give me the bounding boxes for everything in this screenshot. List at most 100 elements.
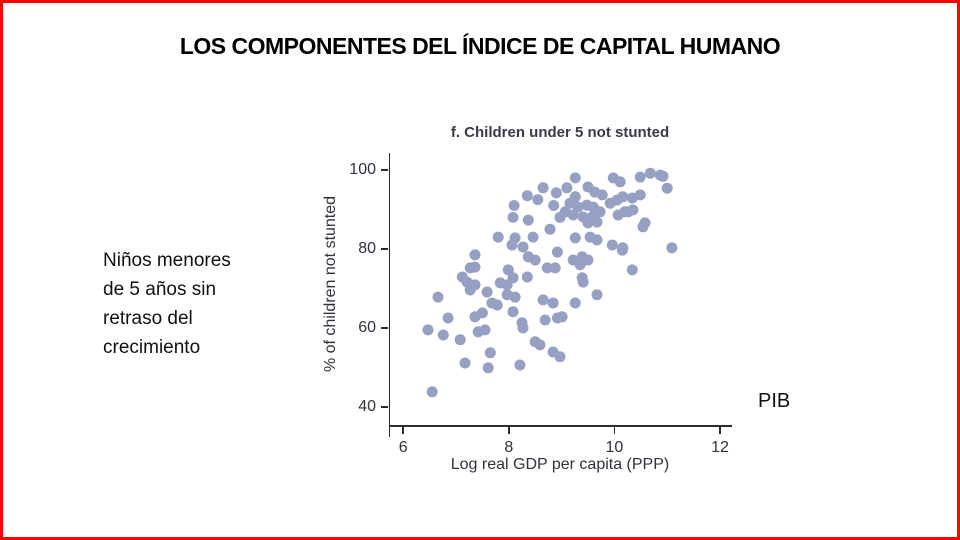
data-point [617,191,629,203]
data-point [537,294,549,306]
y-tick-mark [381,169,388,171]
data-point [529,254,541,266]
data-point [437,329,449,341]
data-point [544,223,556,235]
data-point [551,246,563,258]
data-point [459,357,471,369]
data-point [547,297,559,309]
data-point [591,234,603,246]
data-point [508,200,520,211]
data-point [549,262,561,274]
data-point [502,264,514,276]
data-point [481,286,493,298]
data-point [596,189,608,201]
data-point [569,232,581,244]
data-point [606,239,618,251]
data-point [617,242,629,254]
data-point [556,311,568,323]
data-point [532,194,544,206]
data-point [422,324,434,336]
y-tick-mark [381,406,388,408]
data-point [501,279,513,291]
data-point [591,289,603,301]
data-point [484,347,496,359]
data-point [644,167,656,179]
data-point [666,242,678,254]
data-point [482,362,494,374]
y-axis-line [388,153,390,437]
x-tick-mark [719,426,721,434]
x-tick-label: 12 [711,439,729,456]
data-point [521,271,533,283]
data-point [442,312,454,324]
slide-title: LOS COMPONENTES DEL ÍNDICE DE CAPITAL HU… [179,33,781,59]
plot-area: 40 60 80 100 6 8 10 12 [349,153,732,456]
data-point [507,211,519,223]
x-axis-label: Log real GDP per capita (PPP) [450,456,670,473]
y-tick-label: 100 [349,161,376,178]
data-point [661,182,673,194]
data-point [582,217,594,229]
x-tick-label: 8 [504,439,514,456]
data-point [507,306,519,318]
y-axis-label: % of children not stunted [322,195,339,373]
data-point [534,339,546,351]
data-point [639,217,651,229]
data-point [491,299,503,311]
y-tick-label: 80 [358,239,376,257]
data-point [432,291,444,303]
data-point [509,291,521,303]
left-annotation: Niños menores de 5 años sin retraso del … [103,250,231,358]
data-point [454,334,466,346]
data-point [527,231,539,243]
data-point [514,359,526,371]
data-point [548,200,560,211]
data-point [464,262,476,274]
data-point [492,231,504,243]
scatter-points-layer [422,167,678,398]
data-point [517,322,529,334]
x-tick-mark [402,426,404,434]
y-tick-label: 60 [358,318,376,336]
data-point [614,176,626,188]
data-point [522,214,534,226]
data-point [426,386,438,398]
data-point [539,314,551,326]
data-point [541,262,553,274]
data-point [572,201,584,213]
data-point [569,172,581,184]
data-point [469,249,481,261]
data-point [594,206,606,218]
data-point [469,279,481,291]
data-point [550,187,562,199]
data-point [469,311,481,323]
data-point [479,324,491,336]
x-tick-label: 10 [605,439,624,456]
y-tick-mark [381,327,388,329]
data-point [577,276,589,288]
data-point [517,241,529,253]
data-point [582,254,594,266]
x-tick-label: 6 [398,439,408,456]
x-tick-mark [613,426,616,434]
data-point [634,171,646,183]
x-axis-line [388,425,732,427]
data-point [626,192,638,204]
data-point [569,297,581,309]
data-point [591,216,603,228]
y-tick-label: 40 [358,397,376,415]
data-point [626,264,638,276]
gdp-annotation: PIB [758,390,791,412]
data-point [657,170,669,182]
x-tick-mark [508,426,510,434]
data-point [554,351,566,363]
data-point [506,239,518,251]
data-point [574,259,586,271]
data-point [537,182,549,194]
data-point [521,190,533,202]
y-tick-mark [381,248,388,250]
data-point [567,209,579,221]
chart-title: f. Children under 5 not stunted [450,124,670,141]
data-point [627,204,639,216]
data-point [561,182,573,194]
